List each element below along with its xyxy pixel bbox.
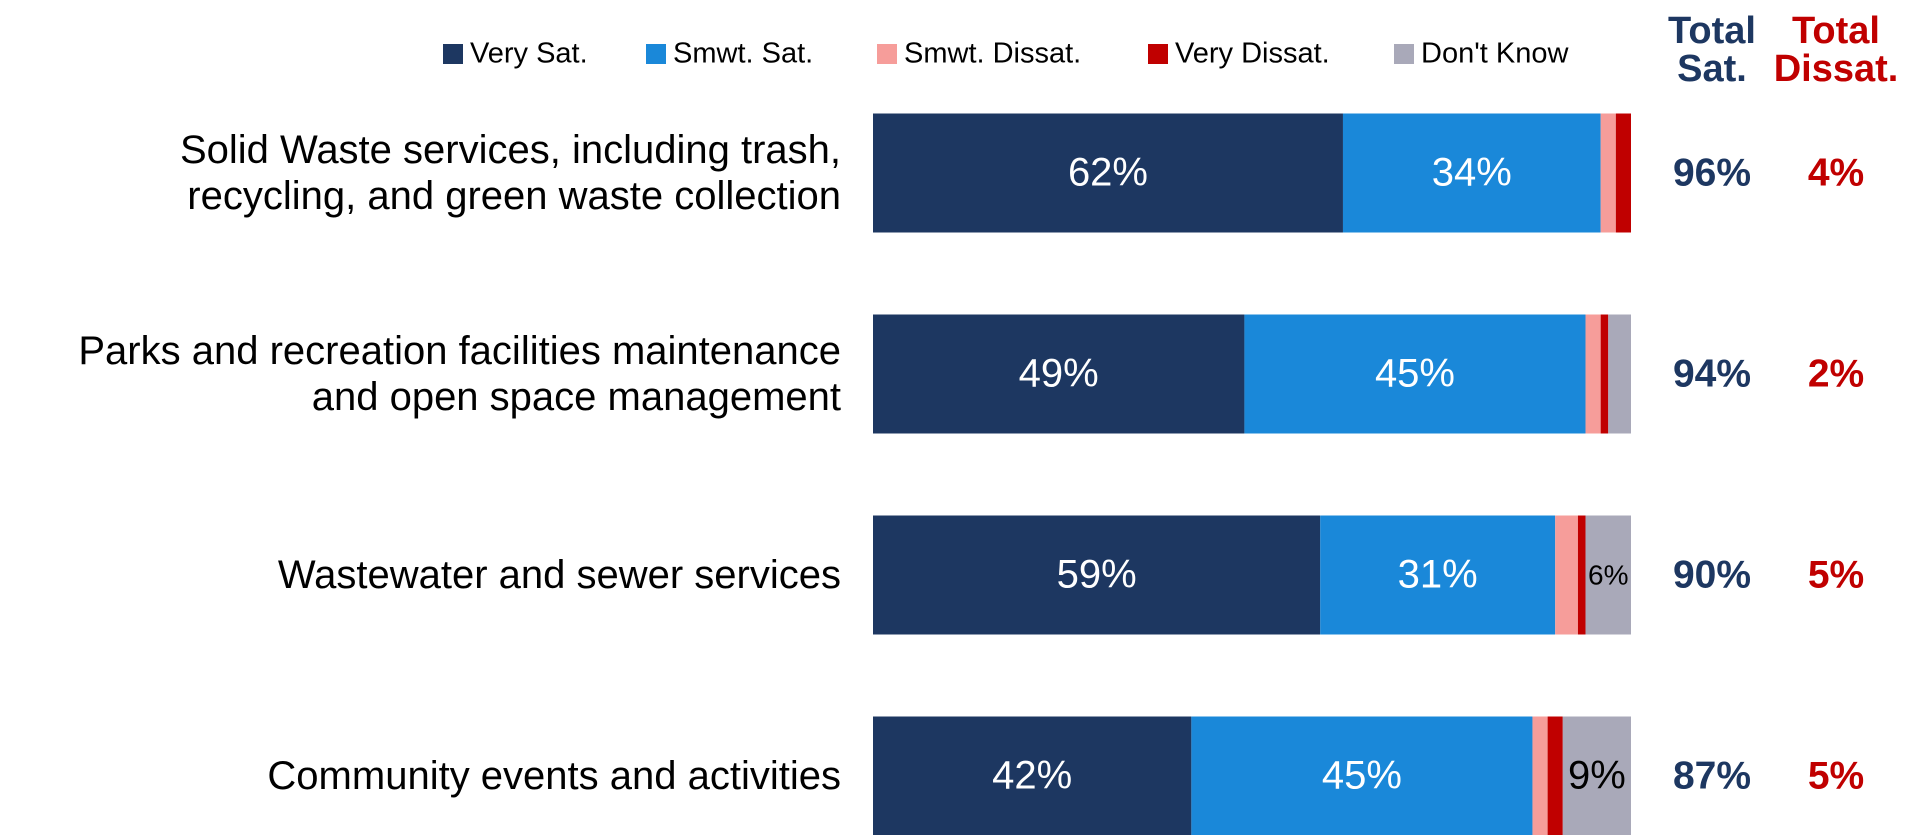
total-value: 5%: [1808, 754, 1864, 797]
bar-segment: [1555, 515, 1578, 635]
total-value: 90%: [1673, 553, 1751, 596]
legend-swatch: [1148, 44, 1168, 64]
bar-segment: [873, 113, 1343, 233]
total-value: 94%: [1673, 352, 1751, 395]
bar-segment: [1608, 314, 1631, 434]
total-header: Total Dissat.: [1773, 10, 1899, 90]
bar-segment: [1577, 515, 1586, 635]
data-label: 31%: [1398, 553, 1478, 597]
data-label: 34%: [1432, 151, 1512, 195]
bar-segment: [873, 716, 1192, 835]
bar-segment: [1547, 716, 1563, 835]
bar-segment: [1585, 314, 1601, 434]
data-label: 45%: [1322, 754, 1402, 798]
legend-label: Smwt. Sat.: [673, 38, 813, 70]
legend-label: Don't Know: [1421, 38, 1569, 70]
bar-segment: [873, 515, 1321, 635]
data-label: 49%: [1019, 352, 1099, 396]
bar-segment: [1191, 716, 1533, 835]
data-label: 9%: [1568, 754, 1626, 798]
bar-segment: [1244, 314, 1586, 434]
data-label: 42%: [992, 754, 1072, 798]
legend-label: Very Sat.: [470, 38, 588, 70]
legend-label: Smwt. Dissat.: [904, 38, 1081, 70]
bar-segment: [1600, 314, 1609, 434]
bar-segment: [873, 314, 1245, 434]
category-label-box: Parks and recreation facilities maintena…: [78, 329, 841, 419]
data-label: 62%: [1068, 151, 1148, 195]
data-label: 6%: [1588, 559, 1628, 590]
legend-label: Very Dissat.: [1175, 38, 1330, 70]
legend-swatch: [877, 44, 897, 64]
total-header: Total Sat.: [1668, 10, 1756, 90]
total-header-box: Total Dissat.: [1773, 10, 1899, 90]
category-label: Wastewater and sewer services: [277, 553, 841, 597]
bar-segment: [1615, 113, 1631, 233]
bar-segment: [1562, 716, 1631, 835]
total-value: 87%: [1673, 754, 1751, 797]
total-value: 2%: [1808, 352, 1864, 395]
category-label-box: Wastewater and sewer services: [277, 553, 841, 597]
total-header-box: Total Sat.: [1668, 10, 1756, 90]
data-label: 59%: [1057, 553, 1137, 597]
category-label-box: Community events and activities: [267, 754, 841, 798]
bar-segment: [1585, 515, 1631, 635]
category-label: Solid Waste services, including trash, r…: [179, 128, 841, 218]
bar-segment: [1342, 113, 1601, 233]
data-label: 45%: [1375, 352, 1455, 396]
category-label-box: Solid Waste services, including trash, r…: [179, 128, 841, 218]
legend-swatch: [1394, 44, 1414, 64]
bar-segment: [1320, 515, 1556, 635]
legend-swatch: [443, 44, 463, 64]
legend-swatch: [646, 44, 666, 64]
total-value: 4%: [1808, 151, 1864, 194]
category-label: Parks and recreation facilities maintena…: [78, 329, 841, 419]
bar-segment: [1532, 716, 1548, 835]
total-value: 96%: [1673, 151, 1751, 194]
category-label: Community events and activities: [267, 754, 841, 798]
bar-segment: [1600, 113, 1616, 233]
total-value: 5%: [1808, 553, 1864, 596]
